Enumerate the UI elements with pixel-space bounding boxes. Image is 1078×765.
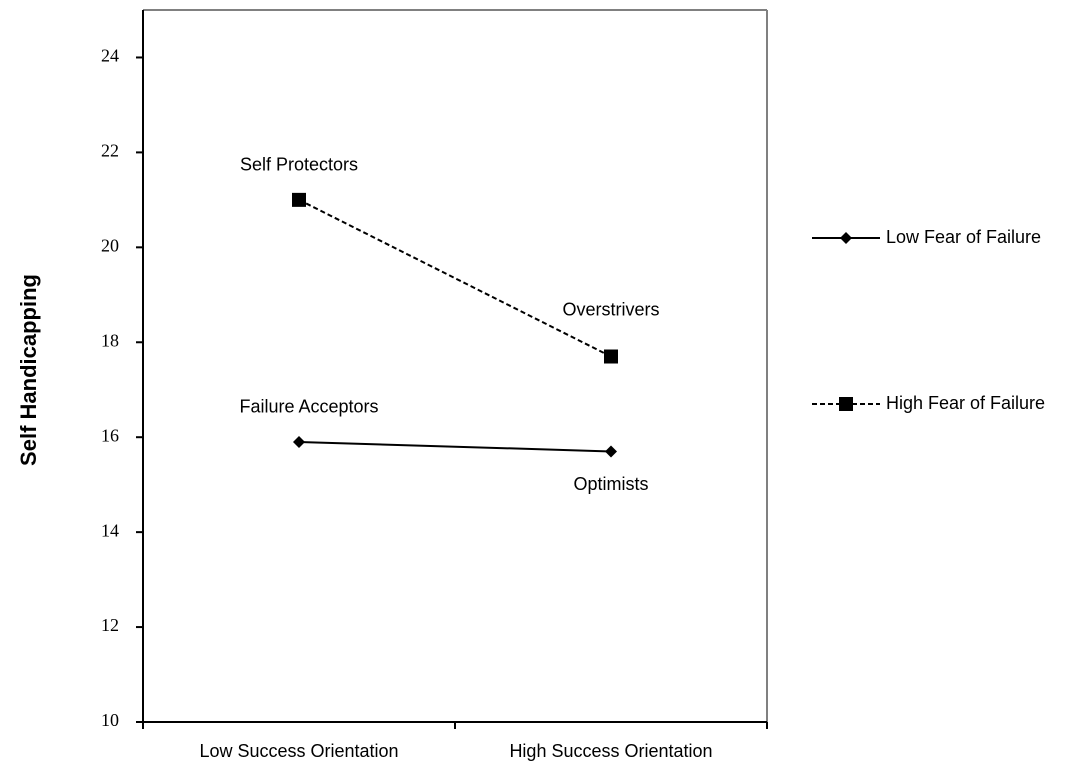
y-tick-label: 12 [101, 615, 119, 635]
legend-marker [839, 397, 853, 411]
x-tick-label: Low Success Orientation [199, 741, 398, 761]
y-tick-label: 14 [101, 520, 119, 540]
data-point [293, 435, 305, 448]
legend-label: High Fear of Failure [886, 393, 1045, 413]
series-line [298, 198, 612, 358]
y-tick-label: 20 [101, 235, 119, 255]
y-tick-label: 16 [101, 425, 119, 445]
y-axis-label: Self Handicapping [16, 274, 41, 466]
data-point [605, 445, 617, 458]
point-label: Self Protectors [240, 155, 358, 175]
x-tick-label: High Success Orientation [509, 741, 712, 761]
legend-label: Low Fear of Failure [886, 227, 1041, 247]
data-point [292, 192, 306, 207]
y-tick-label: 24 [101, 46, 119, 66]
y-tick-label: 22 [101, 141, 119, 161]
point-label: Failure Acceptors [239, 397, 378, 417]
series-line [298, 440, 612, 453]
point-label: Optimists [573, 474, 648, 494]
y-tick-label: 10 [101, 710, 119, 730]
y-tick-label: 18 [101, 330, 119, 350]
point-label: Overstrivers [562, 299, 659, 319]
legend-marker [840, 232, 852, 244]
data-point [604, 349, 618, 364]
